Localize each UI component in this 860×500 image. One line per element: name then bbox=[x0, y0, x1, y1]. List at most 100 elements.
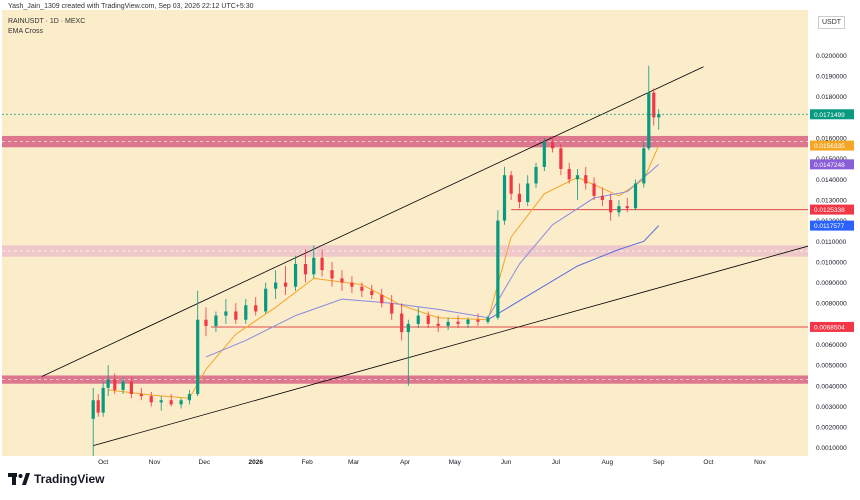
candle bbox=[113, 373, 117, 395]
candle-body bbox=[320, 257, 324, 271]
candle-body bbox=[312, 257, 316, 275]
candle-body bbox=[204, 319, 208, 326]
candle bbox=[187, 389, 192, 405]
candle-body bbox=[360, 286, 364, 291]
candle-body bbox=[436, 323, 440, 326]
candle-body bbox=[244, 305, 248, 320]
candle bbox=[169, 394, 173, 407]
candle bbox=[196, 290, 200, 397]
candle bbox=[509, 171, 513, 200]
candle-body bbox=[509, 175, 513, 194]
candle-body bbox=[592, 183, 596, 196]
trendline-1 bbox=[93, 238, 833, 447]
candle-body bbox=[303, 263, 308, 275]
tradingview-icon bbox=[8, 473, 30, 485]
price-label: 0.0147248 bbox=[814, 162, 845, 169]
candle bbox=[274, 270, 278, 300]
candle-body bbox=[283, 282, 288, 287]
candle bbox=[526, 175, 530, 207]
candle-body bbox=[426, 315, 430, 324]
footer bbox=[0, 466, 860, 495]
candle bbox=[592, 177, 596, 200]
candle-body bbox=[496, 220, 500, 318]
candle bbox=[567, 162, 571, 184]
ema-line-2 bbox=[487, 225, 660, 321]
candle bbox=[617, 199, 621, 217]
candle bbox=[456, 315, 460, 328]
y-tick-label: 0.0040000 bbox=[816, 383, 847, 390]
candle-body bbox=[657, 114, 661, 118]
author-line: Yash_Jain_1309 created with TradingView.… bbox=[8, 3, 254, 10]
candle-body bbox=[340, 278, 344, 283]
candle bbox=[106, 365, 110, 397]
candle bbox=[575, 168, 580, 200]
indicator-label[interactable]: EMA Cross bbox=[8, 28, 44, 35]
candle bbox=[330, 261, 334, 287]
candle-body bbox=[121, 381, 125, 390]
y-tick-label: 0.0050000 bbox=[816, 363, 847, 370]
candle bbox=[360, 282, 364, 298]
candle bbox=[179, 398, 183, 409]
y-tick-label: 0.0180000 bbox=[816, 94, 847, 101]
candle bbox=[370, 284, 374, 300]
candle bbox=[234, 303, 238, 324]
candle-body bbox=[617, 206, 621, 213]
candle-body bbox=[400, 313, 404, 333]
candle-body bbox=[224, 311, 228, 316]
candle-body bbox=[350, 282, 354, 287]
candle-body bbox=[652, 92, 656, 118]
x-tick-label: Aug bbox=[602, 459, 614, 466]
candle bbox=[149, 391, 153, 407]
y-tick-label: 0.0160000 bbox=[816, 136, 847, 143]
y-tick-label: 0.0020000 bbox=[816, 425, 847, 432]
candle-body bbox=[416, 315, 420, 324]
candle-body bbox=[600, 195, 604, 200]
candle bbox=[647, 65, 651, 151]
candle bbox=[204, 307, 208, 337]
candle-body bbox=[446, 321, 450, 326]
candle-body bbox=[187, 394, 192, 401]
x-tick-label: Jun bbox=[501, 459, 512, 466]
candle-body bbox=[502, 175, 507, 221]
candle-body bbox=[584, 175, 588, 184]
candle bbox=[390, 294, 394, 320]
candle bbox=[584, 166, 588, 190]
candle-body bbox=[551, 142, 555, 149]
candle bbox=[129, 377, 133, 399]
price-label: 0.0125338 bbox=[814, 207, 845, 214]
candle bbox=[502, 166, 507, 225]
y-tick-label: 0.0190000 bbox=[816, 74, 847, 81]
candle-body bbox=[214, 315, 218, 326]
price-label: 0.0171499 bbox=[814, 112, 845, 119]
candle-body bbox=[517, 193, 522, 203]
candle bbox=[283, 266, 288, 295]
candle bbox=[121, 377, 125, 395]
candle bbox=[476, 313, 480, 326]
price-axis-bg bbox=[808, 10, 860, 456]
candle bbox=[244, 299, 248, 324]
candle bbox=[293, 255, 298, 291]
candle bbox=[542, 138, 546, 172]
candle bbox=[380, 288, 384, 308]
candle bbox=[609, 193, 613, 221]
candle bbox=[466, 317, 470, 328]
candle bbox=[101, 381, 105, 417]
x-tick-label: Jul bbox=[552, 459, 561, 466]
tradingview-logo[interactable]: TradingView bbox=[8, 472, 104, 486]
y-tick-label: 0.0100000 bbox=[816, 259, 847, 266]
candle bbox=[91, 387, 95, 461]
candle bbox=[436, 315, 440, 333]
candle-body bbox=[559, 148, 563, 169]
currency-badge[interactable]: USDT bbox=[818, 16, 846, 29]
candle-body bbox=[169, 400, 173, 405]
ema-line-1 bbox=[205, 164, 660, 358]
price-label-bg bbox=[810, 220, 854, 231]
candle-body bbox=[159, 400, 163, 403]
candle bbox=[139, 387, 143, 401]
candle-body bbox=[575, 175, 580, 180]
candle-body bbox=[456, 321, 460, 324]
symbol-line: RAINUSDT · 1D · MEXC bbox=[8, 18, 86, 25]
candle-body bbox=[534, 166, 538, 184]
y-tick-label: 0.0060000 bbox=[816, 342, 847, 349]
